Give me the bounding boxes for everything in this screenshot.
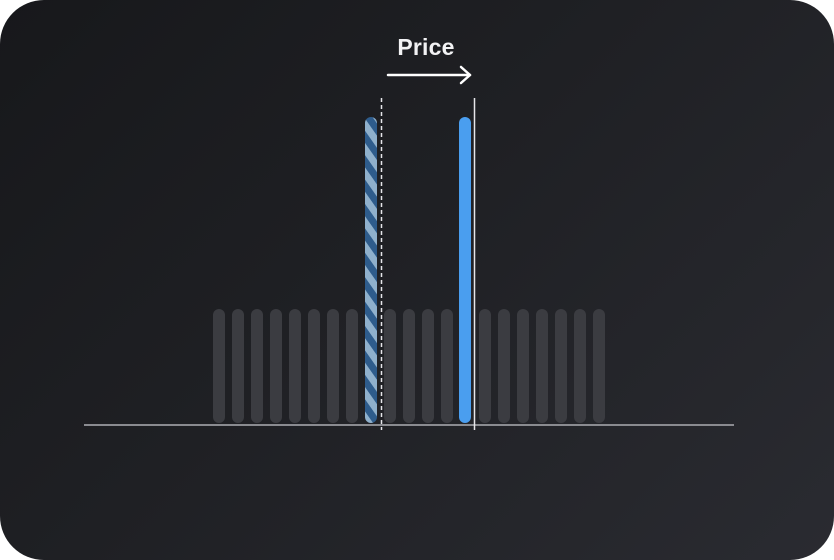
background-bar	[327, 309, 339, 423]
previous-price-bar	[365, 117, 377, 423]
background-bar	[517, 309, 529, 423]
background-bar	[270, 309, 282, 423]
background-bar	[498, 309, 510, 423]
background-bar	[346, 309, 358, 423]
background-bar	[251, 309, 263, 423]
price-label: Price	[397, 34, 455, 60]
background-bar	[593, 309, 605, 423]
background-bar	[422, 309, 434, 423]
background-bar	[289, 309, 301, 423]
background-bar	[232, 309, 244, 423]
background-bar	[574, 309, 586, 423]
background-bar	[384, 309, 396, 423]
background-bar	[536, 309, 548, 423]
background-bar	[213, 309, 225, 423]
background-bar	[403, 309, 415, 423]
background-bar	[441, 309, 453, 423]
background-bar	[479, 309, 491, 423]
price-arrow-icon	[386, 65, 472, 85]
background-bar	[555, 309, 567, 423]
background-bar	[308, 309, 320, 423]
current-price-bar	[459, 117, 471, 423]
background-bars	[213, 309, 605, 423]
